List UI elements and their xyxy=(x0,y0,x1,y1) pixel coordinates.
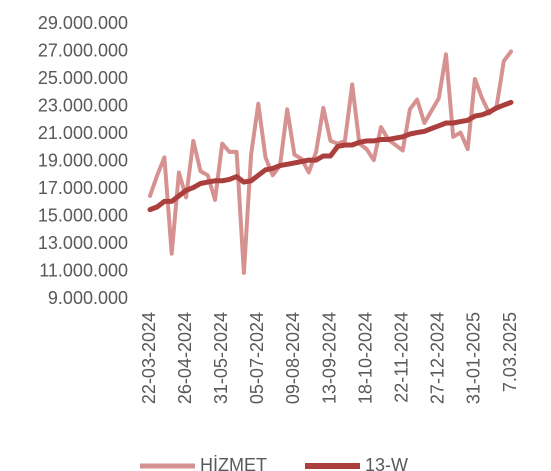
x-tick-label: 22-11-2024 xyxy=(391,312,411,403)
y-tick-label: 29.000.000 xyxy=(38,13,128,33)
x-tick-label: 26-04-2024 xyxy=(175,312,195,404)
y-tick-label: 25.000.000 xyxy=(38,68,128,88)
x-tick-label: 27-12-2024 xyxy=(428,312,448,404)
x-tick-label: 18-10-2024 xyxy=(355,312,375,404)
x-tick-label: 22-03-2024 xyxy=(139,312,159,404)
y-tick-label: 9.000.000 xyxy=(48,288,128,308)
legend-label: HİZMET xyxy=(200,455,267,471)
y-tick-label: 21.000.000 xyxy=(38,123,128,143)
x-tick-label: 05-07-2024 xyxy=(247,312,267,404)
y-tick-label: 15.000.000 xyxy=(38,205,128,225)
legend-label: 13-W xyxy=(365,455,408,471)
y-tick-label: 11.000.000 xyxy=(39,260,128,280)
y-tick-label: 27.000.000 xyxy=(38,40,128,60)
x-tick-label: 31-01-2025 xyxy=(464,312,484,404)
y-tick-label: 17.000.000 xyxy=(38,178,128,198)
y-tick-label: 19.000.000 xyxy=(38,150,128,170)
x-tick-label: 09-08-2024 xyxy=(283,312,303,404)
y-tick-label: 23.000.000 xyxy=(38,95,128,115)
x-tick-label: 13-09-2024 xyxy=(319,312,339,404)
line-series xyxy=(148,49,513,275)
x-tick-label: 31-05-2024 xyxy=(211,312,231,404)
y-tick-label: 13.000.000 xyxy=(38,233,128,253)
x-tick-label: 7.03.2025 xyxy=(500,312,520,392)
line-series xyxy=(147,99,514,213)
